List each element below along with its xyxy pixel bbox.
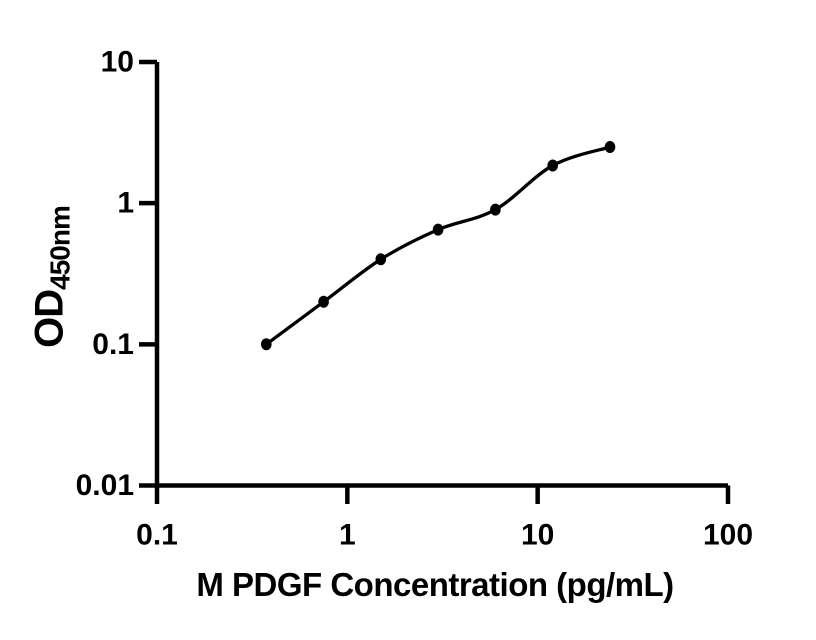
x-axis-tick-label: 10 xyxy=(521,519,554,552)
y-axis-title-subscript: 450nm xyxy=(44,206,76,290)
y-axis-title-text: OD xyxy=(27,289,72,348)
x-axis-tick-label: 100 xyxy=(703,519,753,552)
data-point xyxy=(375,253,387,266)
y-axis-tick-label: 0.1 xyxy=(92,328,134,361)
data-point xyxy=(490,203,501,216)
data-point xyxy=(261,338,272,351)
data-point xyxy=(432,223,444,236)
y-axis-tick-label: 10 xyxy=(101,46,134,79)
y-axis-title: OD450nm xyxy=(27,206,76,348)
data-point xyxy=(604,141,616,153)
x-axis-tick-label: 1 xyxy=(339,519,356,552)
x-axis-tick-label: 0.1 xyxy=(136,519,178,552)
y-axis-tick-label: 1 xyxy=(117,187,134,220)
y-axis-tick-label: 0.01 xyxy=(76,469,134,502)
data-point xyxy=(318,295,329,308)
data-point xyxy=(547,159,558,172)
x-axis-title: M PDGF Concentration (pg/mL) xyxy=(196,566,674,603)
fit-curve xyxy=(265,145,611,346)
axis-lines xyxy=(154,62,728,488)
